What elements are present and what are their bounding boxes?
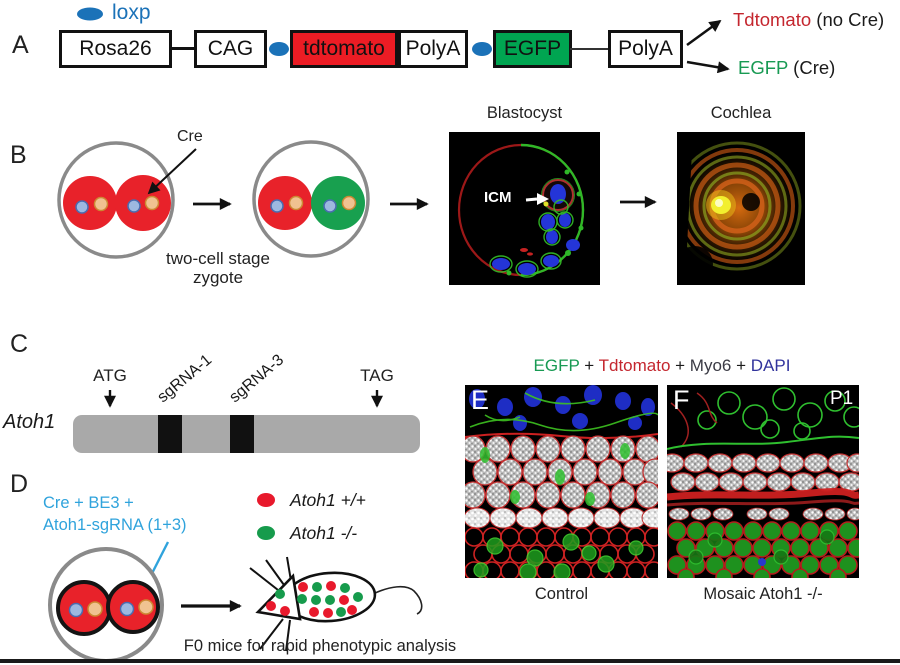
stain-sep: + [731, 356, 751, 375]
gene-box-egfp: EGFP [493, 30, 572, 68]
blastocyst-title: Blastocyst [486, 104, 563, 122]
stain-dapi: DAPI [750, 356, 791, 375]
sgrna1-label: sgRNA-1 [154, 351, 216, 407]
stain-egfp: EGFP [533, 356, 580, 375]
panel-b-label: B [10, 141, 27, 169]
cochlea-image [677, 132, 805, 285]
legend-wt-dot-icon [257, 493, 275, 507]
readout-cre-note: (Cre) [788, 57, 836, 78]
stain-sep: + [670, 356, 690, 375]
gene-box-tdtomato: tdtomato [290, 30, 398, 68]
loxp-label: loxp [112, 1, 151, 24]
gene-box-cag: CAG [194, 30, 267, 68]
stain-myo6: Myo6 [689, 356, 732, 375]
stain-header: EGFP + Tdtomato + Myo6 + DAPI [465, 356, 859, 376]
panel-f-label: F [673, 385, 690, 415]
gene-box-polya-1: PolyA [398, 30, 468, 68]
panel-a-label: A [12, 31, 29, 59]
age-label: P1 [830, 388, 854, 409]
green-cell [311, 176, 365, 230]
gfp-cell-mesh [667, 521, 859, 578]
zygote-2 [252, 140, 370, 258]
legend-ko-label: Atoh1 -/- [290, 523, 358, 543]
readout-cre-gene: EGFP [738, 57, 789, 78]
icm-label: ICM [484, 189, 512, 206]
cochlea-title: Cochlea [710, 104, 772, 122]
blastocyst-image [449, 132, 600, 285]
red-cell [106, 580, 160, 634]
connector-line [570, 48, 610, 50]
readout-no-cre-note: (no Cre) [811, 9, 885, 30]
zygote-1 [57, 141, 175, 259]
stain-sep: + [579, 356, 599, 375]
connector-line [170, 47, 196, 50]
legend-ko-dot-icon [257, 526, 275, 540]
red-cell [56, 580, 112, 636]
gene-name-label: Atoh1 [3, 411, 56, 433]
caption-control: Control [534, 585, 589, 603]
gene-box-polya-2: PolyA [608, 30, 683, 68]
injection-label-line2: Atoh1-sgRNA (1+3) [43, 516, 187, 534]
panel-e-label: E [471, 385, 490, 415]
panel-d-label: D [10, 470, 29, 498]
red-cell [115, 175, 171, 231]
mosaic-dots [266, 581, 363, 618]
control-micrograph [465, 385, 658, 578]
hair-cell-rows [667, 453, 859, 492]
inner-hair-cells [465, 507, 658, 529]
panel-c-label: C [10, 330, 29, 358]
legend-wt-label: Atoh1 +/+ [290, 490, 366, 510]
readout-cre: EGFP (Cre) [738, 57, 835, 79]
cre-label: Cre [177, 128, 203, 145]
readout-no-cre-gene: Tdtomato [733, 9, 812, 30]
stain-tdtomato: Tdtomato [598, 356, 671, 375]
icm-arrow-icon [537, 193, 549, 205]
dapi-nuclei [469, 385, 655, 431]
sgrna1-target-site [158, 415, 182, 453]
cre-arrow-icon [147, 148, 197, 195]
gene-box-rosa26: Rosa26 [59, 30, 172, 68]
stop-codon-label: TAG [360, 366, 394, 385]
injection-label-line1: Cre + BE3 + [43, 494, 134, 512]
sgrna3-label: sgRNA-3 [226, 351, 288, 407]
red-cell [258, 176, 312, 230]
f0-caption: F0 mice for rapid phenotypic analysis [183, 637, 457, 655]
injection-arrow-icon [141, 541, 170, 593]
bottom-border [0, 659, 900, 663]
caption-mosaic: Mosaic Atoh1 -/- [703, 585, 823, 603]
two-cell-caption-line1: two-cell stage [166, 249, 270, 268]
sparse-hair-cells [668, 507, 859, 521]
two-cell-caption-line2: zygote [192, 268, 244, 287]
red-cell [63, 176, 117, 230]
gfp-cells-top [697, 387, 859, 440]
readout-no-cre: Tdtomato (no Cre) [733, 9, 884, 31]
start-codon-label: ATG [93, 366, 127, 385]
zygote-injected [48, 547, 164, 663]
mosaic-micrograph [667, 385, 859, 578]
sgrna3-target-site [230, 415, 254, 453]
readout-arrows-icon [686, 19, 730, 74]
